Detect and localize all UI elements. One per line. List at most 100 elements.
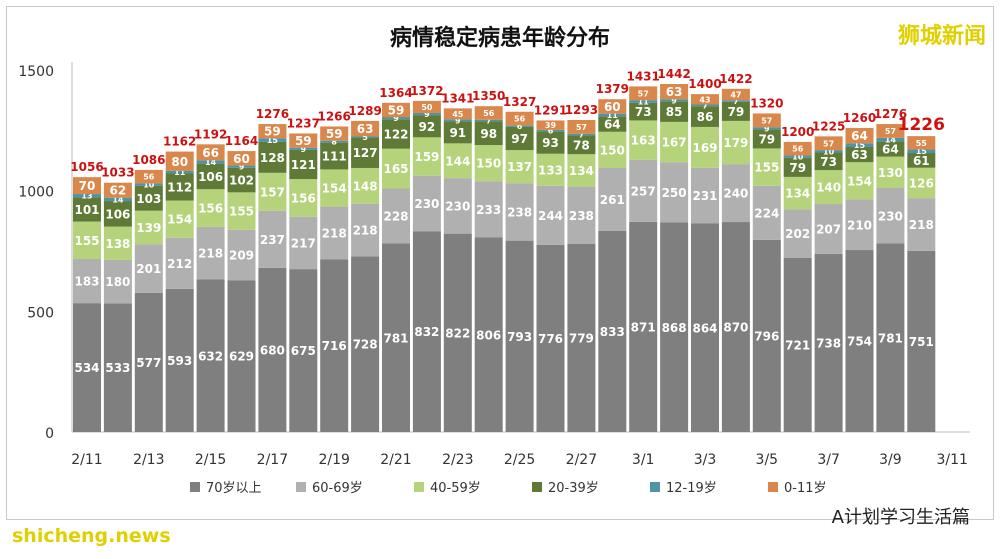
data-label: 97 <box>511 132 528 146</box>
data-label: 63 <box>357 122 374 136</box>
total-label: 1320 <box>750 96 783 110</box>
data-label: 111 <box>322 150 347 164</box>
total-label: 1431 <box>626 69 659 83</box>
total-label: 1327 <box>503 95 536 109</box>
data-label: 180 <box>105 275 130 289</box>
total-label: 1422 <box>719 72 752 86</box>
data-label: 154 <box>847 174 872 188</box>
data-label: 806 <box>476 328 501 342</box>
data-label: 121 <box>291 158 316 172</box>
y-tick-label: 1000 <box>18 185 54 201</box>
data-label: 60 <box>604 100 621 114</box>
data-label: 91 <box>449 126 466 140</box>
data-label: 230 <box>878 209 903 223</box>
data-label: 39 <box>545 121 557 130</box>
legend-label: 70岁以上 <box>206 481 262 496</box>
wechat-watermark: A计划学习生活篇 <box>832 503 970 529</box>
data-label: 228 <box>383 210 408 224</box>
data-label: 822 <box>445 326 470 340</box>
data-label: 237 <box>260 233 285 247</box>
data-label: 47 <box>730 91 741 100</box>
total-label: 1164 <box>225 134 258 148</box>
x-tick-label: 3/11 <box>936 452 967 468</box>
data-label: 155 <box>229 205 254 219</box>
data-label: 56 <box>143 173 155 182</box>
data-label: 871 <box>631 320 656 334</box>
total-label: 1162 <box>163 135 196 149</box>
data-label: 754 <box>847 335 872 349</box>
x-tick-label: 2/15 <box>195 452 226 468</box>
data-label: 85 <box>666 105 683 119</box>
data-label: 593 <box>167 354 192 368</box>
data-label: 66 <box>202 146 219 160</box>
data-label: 50 <box>421 103 433 112</box>
data-label: 833 <box>600 325 625 339</box>
total-label: 1033 <box>101 166 134 180</box>
data-label: 150 <box>600 143 625 157</box>
legend-swatch <box>532 482 542 492</box>
data-label: 207 <box>816 222 841 236</box>
total-label: 1237 <box>287 116 320 130</box>
data-label: 721 <box>785 339 810 353</box>
data-label: 57 <box>576 123 587 132</box>
data-label: 98 <box>480 127 497 141</box>
y-tick-label: 500 <box>27 305 54 321</box>
total-label: 1442 <box>657 67 690 81</box>
data-label: 130 <box>878 166 903 180</box>
data-label: 751 <box>909 335 934 349</box>
data-label: 238 <box>569 209 594 223</box>
data-label: 43 <box>699 95 710 104</box>
data-label: 240 <box>723 187 748 201</box>
total-label: 1400 <box>688 77 721 91</box>
total-label: 1291 <box>534 103 567 117</box>
total-label: 1350 <box>472 89 505 103</box>
data-label: 183 <box>74 275 99 289</box>
total-label: 1341 <box>441 91 474 105</box>
data-label: 140 <box>816 181 841 195</box>
data-label: 218 <box>909 218 934 232</box>
x-tick-label: 3/1 <box>632 452 655 468</box>
legend-label: 20-39岁 <box>548 481 599 496</box>
data-label: 796 <box>754 330 779 344</box>
total-label: 1086 <box>132 153 165 167</box>
data-label: 165 <box>383 162 408 176</box>
data-label: 864 <box>692 321 717 335</box>
legend-swatch <box>296 482 306 492</box>
data-label: 128 <box>260 151 285 165</box>
data-label: 781 <box>878 331 903 345</box>
x-tick-label: 2/23 <box>442 452 473 468</box>
y-tick-label: 0 <box>45 426 54 442</box>
data-label: 64 <box>882 142 899 156</box>
data-label: 202 <box>785 227 810 241</box>
data-label: 56 <box>792 145 804 154</box>
data-label: 250 <box>662 186 687 200</box>
data-label: 59 <box>295 134 312 148</box>
total-label: 1056 <box>70 160 103 174</box>
x-tick-label: 3/9 <box>879 452 902 468</box>
data-label: 156 <box>291 191 316 205</box>
stacked-bar-chart: 0500100015005341831551011370105653318013… <box>0 0 1000 559</box>
data-label: 738 <box>816 337 841 351</box>
data-label: 169 <box>692 141 717 155</box>
total-label: 1226 <box>898 115 945 135</box>
data-label: 79 <box>728 105 745 119</box>
data-label: 101 <box>74 203 99 217</box>
legend-swatch <box>190 482 200 492</box>
data-label: 103 <box>136 192 161 206</box>
data-label: 138 <box>105 237 130 251</box>
total-label: 1364 <box>379 86 412 100</box>
site-watermark: shicheng.news <box>12 525 171 547</box>
data-label: 157 <box>260 185 285 199</box>
data-label: 60 <box>233 152 250 166</box>
data-label: 212 <box>167 257 192 271</box>
data-label: 159 <box>414 150 439 164</box>
data-label: 57 <box>761 116 772 125</box>
total-label: 1293 <box>565 103 598 117</box>
data-label: 57 <box>823 139 834 148</box>
data-label: 577 <box>136 356 161 370</box>
data-label: 127 <box>353 146 378 160</box>
data-label: 629 <box>229 350 254 364</box>
data-label: 86 <box>697 110 714 124</box>
data-label: 675 <box>291 344 316 358</box>
x-tick-label: 2/17 <box>257 452 288 468</box>
